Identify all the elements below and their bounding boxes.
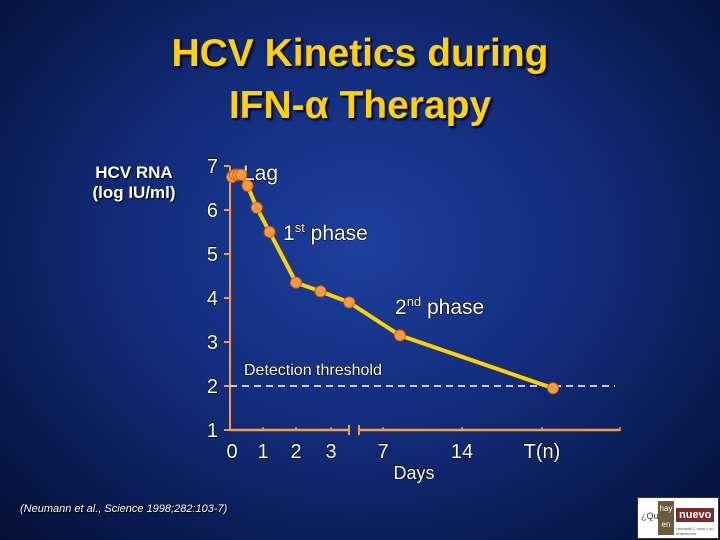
logo-box-top: hay	[659, 504, 673, 513]
y-axis-label-line-1: HCV RNA	[95, 163, 173, 182]
x-tick-label-Tn: T(n)	[524, 441, 561, 463]
x-tick-label-3: 3	[325, 441, 336, 463]
y-tick-label-7: 7	[207, 156, 218, 178]
x-tick-label-2: 2	[290, 441, 301, 463]
data-point-7	[263, 226, 276, 238]
y-tick-label-3: 3	[207, 332, 218, 354]
y-tick-label-1: 1	[207, 420, 218, 442]
logo-box: hay en	[658, 501, 674, 535]
logo-box-bottom: en	[661, 520, 671, 529]
logo-fine-print: Hepatitis C virus y su tratamiento	[676, 526, 714, 536]
x-tick-label-0: 0	[226, 441, 237, 463]
que-hay-de-nuevo-logo: ¿Qué hay en nuevo Hepatitis C virus y su…	[637, 497, 719, 539]
data-point-8	[290, 276, 302, 289]
title-line-2: IFN-α Therapy	[228, 84, 492, 127]
x-tick-label-7: 7	[377, 441, 388, 463]
data-point-11	[393, 329, 406, 342]
logo-word: nuevo	[676, 508, 715, 522]
data-point-4	[235, 168, 248, 181]
y-tick-label-2: 2	[207, 376, 218, 398]
x-tick-label-14: 14	[451, 441, 473, 463]
data-point-9	[314, 285, 327, 298]
y-tick-label-4: 4	[207, 288, 218, 310]
hcv-rna-curve	[230, 172, 554, 391]
x-tick-label-1: 1	[257, 441, 268, 463]
annotation-first-phase: 1st phase	[283, 220, 368, 245]
data-point-6	[250, 201, 263, 214]
data-point-5	[241, 179, 254, 192]
x-axis-title: Days	[393, 463, 434, 483]
data-point-12	[547, 382, 559, 395]
logo-prefix: ¿Qué	[641, 511, 664, 521]
y-axis-label: HCV RNA (log IU/ml)	[60, 163, 208, 203]
annotation-second-phase: 2nd phase	[395, 294, 484, 319]
citation: (Neumann et al., Science 1998;282:103-7)	[20, 503, 228, 515]
detection-threshold-label: Detection threshold	[244, 362, 382, 379]
annotation-lag: Lag	[243, 162, 278, 185]
data-point-10	[343, 296, 356, 309]
y-axis-label-line-2: (log IU/ml)	[92, 183, 176, 202]
y-tick-label-5: 5	[207, 244, 218, 266]
y-tick-label-6: 6	[207, 200, 218, 222]
title-line-1: HCV Kinetics during	[171, 32, 549, 75]
